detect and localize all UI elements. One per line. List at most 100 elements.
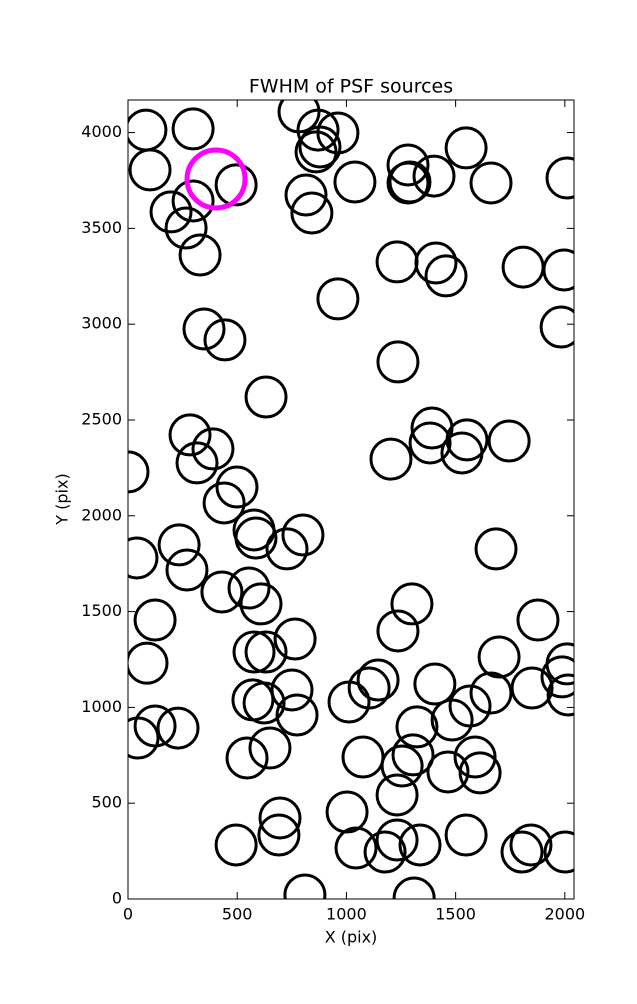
psf-source [182, 307, 226, 351]
x-tick-label: 1000 [326, 905, 367, 924]
psf-source [242, 681, 286, 725]
psf-source [316, 277, 360, 321]
psf-source [175, 441, 219, 485]
psf-source [257, 813, 301, 857]
x-tick-label: 2000 [544, 905, 585, 924]
psf-source [356, 658, 400, 702]
plot-area [128, 100, 574, 899]
psf-source [128, 450, 150, 494]
psf-source [469, 671, 513, 715]
psf-source [390, 582, 434, 626]
psf-source [516, 598, 560, 642]
psf-source [369, 437, 413, 481]
psf-source [294, 130, 338, 174]
psf-source [458, 751, 502, 795]
y-tick-label: 500 [91, 793, 122, 812]
psf-source [376, 340, 420, 384]
y-axis-label: Y (pix) [53, 473, 72, 525]
psf-source [273, 617, 317, 661]
psf-source [171, 179, 215, 223]
psf-source [408, 421, 452, 465]
psf-source [334, 826, 378, 870]
psf-source [168, 413, 212, 457]
x-tick-label: 500 [222, 905, 253, 924]
psf-source [128, 536, 159, 580]
psf-source [178, 233, 222, 277]
psf-source [215, 465, 259, 509]
psf-source [258, 796, 302, 840]
psf-source [128, 641, 169, 685]
psf-source [363, 830, 407, 874]
psf-source [214, 823, 258, 867]
chart-title: FWHM of PSF sources [249, 76, 453, 98]
psf-source [265, 527, 309, 571]
psf-source [327, 680, 371, 724]
y-tick-label: 3000 [81, 314, 122, 333]
y-tick-label: 3500 [81, 218, 122, 237]
psf-source [444, 813, 488, 857]
y-tick-label: 1500 [81, 601, 122, 620]
psf-source [270, 668, 314, 712]
psf-source [234, 516, 278, 560]
x-tick-label: 1500 [435, 905, 476, 924]
y-tick-label: 1000 [81, 697, 122, 716]
psf-source [395, 705, 439, 749]
psf-source [386, 161, 430, 205]
psf-source [283, 873, 327, 899]
psf-source [164, 206, 208, 250]
psf-source [128, 716, 160, 760]
psf-source [214, 163, 258, 207]
psf-source [325, 790, 369, 834]
psf-source [540, 655, 574, 699]
psf-source [487, 419, 531, 463]
psf-source [227, 566, 271, 610]
psf-source [375, 773, 419, 817]
psf-source [244, 375, 288, 419]
psf-source [414, 241, 458, 285]
psf-source [453, 735, 497, 779]
psf-source [244, 630, 288, 674]
psf-source [239, 582, 283, 626]
psf-source [539, 305, 574, 349]
psf-source [284, 173, 328, 217]
psf-source [380, 744, 424, 788]
psf-source [477, 635, 521, 679]
psf-source [510, 666, 554, 710]
x-axis-label: X (pix) [325, 928, 378, 947]
psf-source [128, 148, 172, 192]
psf-source [412, 154, 456, 198]
psf-source [232, 630, 276, 674]
y-tick-label: 0 [112, 889, 122, 908]
psf-source [542, 248, 574, 292]
psf-source [333, 160, 377, 204]
psf-source [398, 823, 442, 867]
psf-source [157, 523, 201, 567]
y-tick-label: 2000 [81, 505, 122, 524]
y-tick-label: 2500 [81, 409, 122, 428]
psf-source [391, 733, 435, 777]
psf-source [165, 548, 209, 592]
psf-source [440, 431, 484, 475]
psf-source [543, 830, 574, 874]
psf-source [200, 570, 244, 614]
psf-source [386, 143, 430, 187]
psf-source [156, 706, 200, 750]
psf-source [509, 823, 553, 867]
psf-source [545, 156, 574, 200]
psf-source [133, 598, 177, 642]
psf-source [426, 750, 470, 794]
highlighted-source [184, 147, 248, 211]
psf-source [546, 673, 574, 717]
psf-source [413, 662, 457, 706]
psf-source [430, 698, 474, 742]
psf-source [375, 818, 419, 862]
psf-source [275, 693, 319, 737]
psf-source [444, 126, 488, 170]
psf-source [474, 527, 518, 571]
psf-source [149, 190, 193, 234]
psf-source [202, 481, 246, 525]
psf-source [248, 726, 292, 770]
y-tick-label: 4000 [81, 122, 122, 141]
psf-source [376, 609, 420, 653]
